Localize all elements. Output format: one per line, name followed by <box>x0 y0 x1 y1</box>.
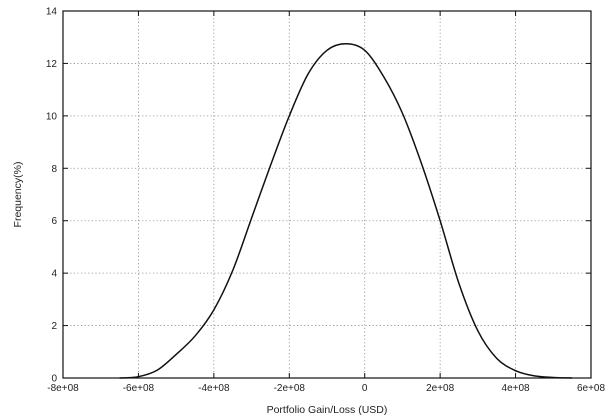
x-tick-label: 6e+08 <box>577 383 606 394</box>
series-line <box>119 43 573 379</box>
y-tick-label: 14 <box>46 7 58 18</box>
y-tick-label: 12 <box>46 59 58 70</box>
y-tick-label: 10 <box>46 111 58 122</box>
x-tick-label: -2e+08 <box>274 383 306 394</box>
x-tick-label: 4e+08 <box>502 383 531 394</box>
x-tick-label: 2e+08 <box>426 383 455 394</box>
grid-layer <box>63 11 591 378</box>
y-axis-label: Frequency(%) <box>12 162 24 228</box>
y-tick-label: 4 <box>51 269 57 280</box>
x-tick-label: -8e+08 <box>47 383 79 394</box>
y-tick-label: 2 <box>51 321 57 332</box>
tick-layer <box>62 10 592 379</box>
y-tick-label: 6 <box>51 216 57 227</box>
x-tick-label: -6e+08 <box>123 383 155 394</box>
x-tick-label: 0 <box>362 383 368 394</box>
y-tick-label: 0 <box>51 374 57 385</box>
x-axis-label: Portfolio Gain/Loss (USD) <box>267 404 388 416</box>
plot-frame <box>62 10 592 379</box>
tick-label-layer: -8e+08 -6e+08 -4e+08 -2e+08 0 2e+08 4e+08 6e+08… <box>46 7 606 395</box>
x-tick-label: -4e+08 <box>198 383 230 394</box>
y-tick-label: 8 <box>51 164 57 175</box>
